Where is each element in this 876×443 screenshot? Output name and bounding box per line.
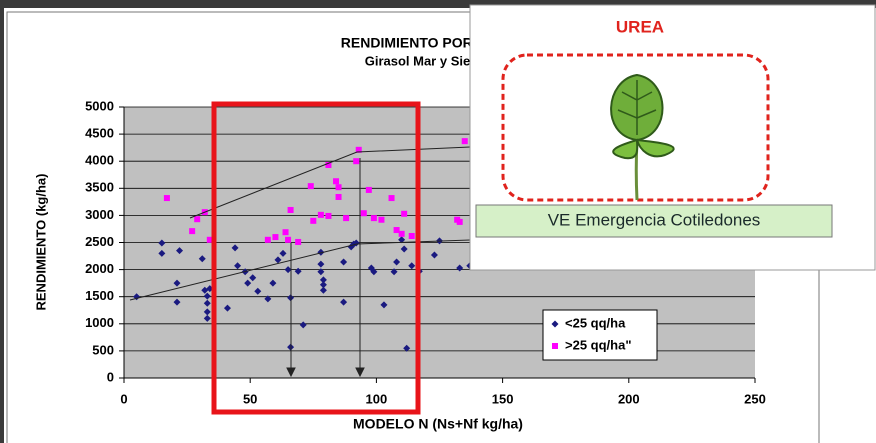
y-tick-label: 0 (107, 369, 114, 384)
x-tick-label: 0 (120, 391, 127, 406)
legend-label: >25 qq/ha" (565, 337, 632, 352)
point (333, 178, 339, 184)
point (401, 211, 407, 217)
chart-subtitle: Girasol Mar y Sier (365, 53, 476, 68)
x-tick-label: 150 (492, 391, 514, 406)
point (399, 231, 405, 237)
point (361, 210, 367, 216)
x-tick-label: 50 (243, 391, 257, 406)
point (462, 138, 468, 144)
y-tick-label: 4500 (85, 126, 114, 141)
point (336, 194, 342, 200)
y-tick-label: 1000 (85, 315, 114, 330)
x-axis-title: MODELO N (Ns+Nf kg/ha) (353, 416, 523, 432)
legend-label: <25 qq/ha (565, 315, 626, 330)
point (194, 216, 200, 222)
y-tick-label: 500 (92, 342, 114, 357)
point (318, 212, 324, 218)
point (189, 228, 195, 234)
point (164, 195, 170, 201)
legend-marker (552, 343, 558, 349)
x-tick-label: 200 (618, 391, 640, 406)
point (310, 218, 316, 224)
point (336, 184, 342, 190)
screenshot: RENDIMIENTO POR MO Girasol Mar y Sier RE… (0, 0, 876, 443)
y-axis-title: RENDIMIENTO (kg/ha) (33, 174, 48, 311)
point (288, 207, 294, 213)
left-bar (0, 0, 4, 443)
y-tick-label: 2000 (85, 261, 114, 276)
overlay-title: UREA (616, 17, 664, 36)
point (265, 237, 271, 243)
y-tick-label: 5000 (85, 98, 114, 113)
point (308, 183, 314, 189)
point (353, 158, 359, 164)
y-tick-label: 4000 (85, 153, 114, 168)
point (295, 239, 301, 245)
point (343, 215, 349, 221)
y-tick-label: 3000 (85, 207, 114, 222)
overlay-caption: VE Emergencia Cotiledones (548, 210, 761, 229)
point (378, 217, 384, 223)
x-tick-label: 100 (366, 391, 388, 406)
point (457, 219, 463, 225)
point (366, 187, 372, 193)
point (285, 237, 291, 243)
point (389, 195, 395, 201)
y-tick-label: 3500 (85, 180, 114, 195)
y-tick-label: 1500 (85, 288, 114, 303)
overlay: UREA VE Emergencia Cotiledones (470, 5, 875, 270)
point (272, 234, 278, 240)
point (325, 213, 331, 219)
x-tick-label: 250 (744, 391, 766, 406)
point (283, 229, 289, 235)
point (409, 233, 415, 239)
point (371, 215, 377, 221)
y-tick-label: 2500 (85, 234, 114, 249)
